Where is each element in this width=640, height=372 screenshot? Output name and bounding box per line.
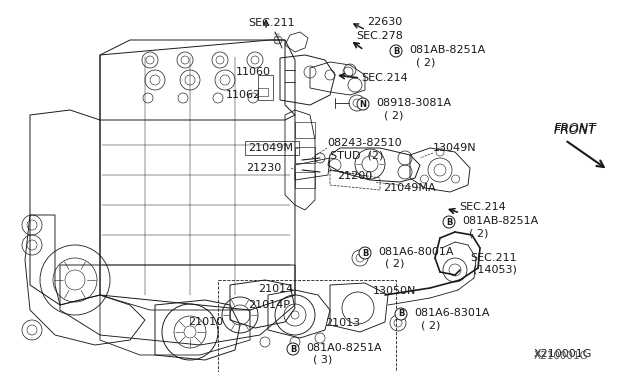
Text: SEC.211: SEC.211 <box>248 18 294 28</box>
Text: 08918-3081A: 08918-3081A <box>376 98 451 108</box>
Text: 11060: 11060 <box>236 67 271 77</box>
Text: 081AB-8251A: 081AB-8251A <box>462 216 538 226</box>
Text: B: B <box>290 344 296 353</box>
Circle shape <box>357 98 369 110</box>
Text: 081A0-8251A: 081A0-8251A <box>306 343 381 353</box>
Text: 21230: 21230 <box>246 163 281 173</box>
Text: B: B <box>398 310 404 318</box>
Text: 11062: 11062 <box>226 90 261 100</box>
Text: STUD  (2): STUD (2) <box>330 150 383 160</box>
Circle shape <box>359 247 371 259</box>
Circle shape <box>395 308 407 320</box>
Text: ( 2): ( 2) <box>421 320 440 330</box>
Text: 21049MA: 21049MA <box>383 183 436 193</box>
Text: B: B <box>446 218 452 227</box>
Bar <box>258 75 273 100</box>
Circle shape <box>287 343 299 355</box>
Text: ( 2): ( 2) <box>469 228 488 238</box>
Text: 22630: 22630 <box>367 17 403 27</box>
Text: 081A6-8301A: 081A6-8301A <box>414 308 490 318</box>
Text: SEC.214: SEC.214 <box>459 202 506 212</box>
Text: B: B <box>362 248 368 257</box>
Text: 21010: 21010 <box>188 317 223 327</box>
Text: FRONT: FRONT <box>554 122 596 135</box>
Text: 081A6-8001A: 081A6-8001A <box>378 247 454 257</box>
Text: SEC.278: SEC.278 <box>356 31 403 41</box>
Text: ( 3): ( 3) <box>313 355 332 365</box>
Text: N: N <box>360 99 367 109</box>
Text: X210001G: X210001G <box>534 349 593 359</box>
Text: 13049N: 13049N <box>433 143 477 153</box>
Text: ( 2): ( 2) <box>416 57 435 67</box>
Text: 21014: 21014 <box>258 284 293 294</box>
Text: 13050N: 13050N <box>373 286 417 296</box>
Text: ( 2): ( 2) <box>384 110 403 120</box>
Text: 21013: 21013 <box>325 318 360 328</box>
Text: 21049M: 21049M <box>248 143 293 153</box>
Text: 081AB-8251A: 081AB-8251A <box>409 45 485 55</box>
Text: 21200: 21200 <box>337 171 372 181</box>
Circle shape <box>443 216 455 228</box>
Text: B: B <box>393 46 399 55</box>
Bar <box>218 280 396 372</box>
Text: X210001G: X210001G <box>534 351 589 361</box>
Text: 08243-82510: 08243-82510 <box>327 138 402 148</box>
Text: 21014P: 21014P <box>248 300 290 310</box>
Text: (14053): (14053) <box>473 265 517 275</box>
Text: SEC.211: SEC.211 <box>470 253 516 263</box>
Circle shape <box>390 45 402 57</box>
Text: SEC.214: SEC.214 <box>361 73 408 83</box>
Text: ( 2): ( 2) <box>385 259 404 269</box>
Text: FRONT: FRONT <box>554 124 596 137</box>
Bar <box>258 88 268 96</box>
